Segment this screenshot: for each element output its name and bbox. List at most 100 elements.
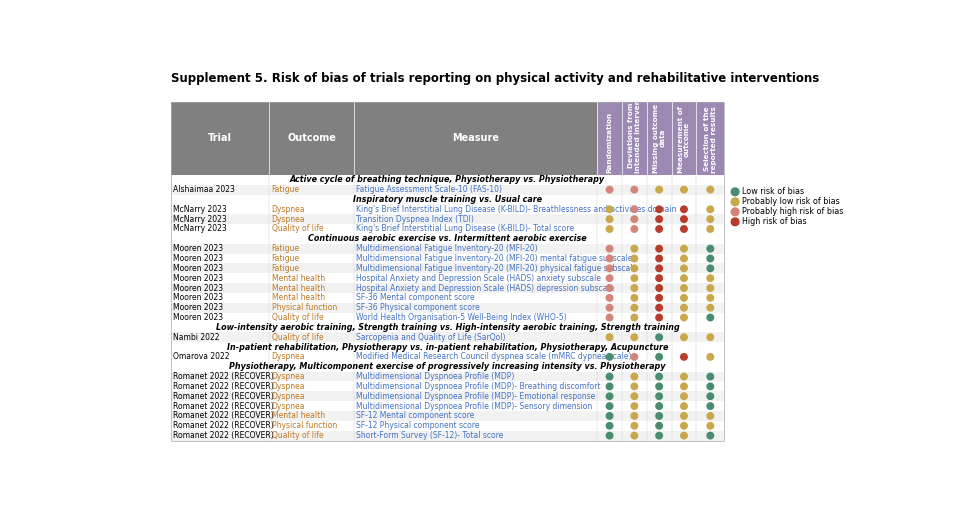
Text: Deviations from the
intended intervention: Deviations from the intended interventio… [628,83,641,173]
Text: Physical function: Physical function [272,303,337,312]
Text: Supplement 5. Risk of bias of trials reporting on physical activity and rehabili: Supplement 5. Risk of bias of trials rep… [171,72,819,85]
Text: Multidimensional Dyspnoea Profile (MDP)- Breathing discomfort: Multidimensional Dyspnoea Profile (MDP)-… [356,382,601,391]
Circle shape [707,393,714,399]
Circle shape [681,255,687,262]
Text: Nambi 2022: Nambi 2022 [173,333,219,342]
Bar [171,352,724,362]
Text: Romanet 2022 (RECOVER): Romanet 2022 (RECOVER) [173,401,274,411]
Circle shape [631,245,638,252]
Circle shape [681,187,687,193]
Circle shape [731,198,739,206]
Text: Fatigue: Fatigue [272,244,300,253]
Text: Omarova 2022: Omarova 2022 [173,353,230,361]
Bar [171,332,724,342]
Bar [171,175,724,185]
Text: Multidimensional Dyspnoea Profile (MDP): Multidimensional Dyspnoea Profile (MDP) [356,372,514,381]
Text: Dyspnea: Dyspnea [272,392,306,401]
Circle shape [656,206,662,213]
Circle shape [631,413,638,419]
Text: Romanet 2022 (RECOVER): Romanet 2022 (RECOVER) [173,431,274,440]
Bar [171,185,724,194]
Circle shape [731,208,739,216]
Text: Mooren 2023: Mooren 2023 [173,244,223,253]
Circle shape [707,285,714,291]
Circle shape [707,295,714,301]
Text: High risk of bias: High risk of bias [742,217,807,226]
Circle shape [631,393,638,399]
Text: SF-12 Mental component score: SF-12 Mental component score [356,411,474,420]
Circle shape [656,187,662,193]
Bar [171,283,724,293]
Circle shape [681,393,687,399]
Text: Active cycle of breathing technique, Physiotherapy vs. Physiotherapy: Active cycle of breathing technique, Phy… [290,175,605,185]
Text: Romanet 2022 (RECOVER): Romanet 2022 (RECOVER) [173,392,274,401]
Text: McNarry 2023: McNarry 2023 [173,225,227,233]
Text: Dyspnea: Dyspnea [272,382,306,391]
Text: Fatigue: Fatigue [272,185,300,194]
Text: Quality of life: Quality of life [272,333,323,342]
Circle shape [707,334,714,340]
Bar [171,313,724,322]
Text: SF-36 Physical component score: SF-36 Physical component score [356,303,480,312]
Text: Modified Medical Research Council dyspnea scale (mMRC dypnea scale): Modified Medical Research Council dyspne… [356,353,631,361]
Text: Fatigue Assessment Scale-10 (FAS-10): Fatigue Assessment Scale-10 (FAS-10) [356,185,502,194]
Circle shape [681,245,687,252]
Bar [171,194,724,205]
Text: Romanet 2022 (RECOVER): Romanet 2022 (RECOVER) [173,382,274,391]
Circle shape [631,187,638,193]
Circle shape [606,206,613,213]
Circle shape [631,403,638,409]
Circle shape [606,393,613,399]
Text: Mental health: Mental health [272,293,325,302]
Text: SF-36 Mental component score: SF-36 Mental component score [356,293,475,302]
Circle shape [681,216,687,223]
Circle shape [656,314,662,321]
Bar [171,205,724,214]
Text: McNarry 2023: McNarry 2023 [173,205,227,214]
Circle shape [606,295,613,301]
Text: Probably low risk of bias: Probably low risk of bias [742,197,840,206]
Circle shape [631,275,638,282]
Text: Fatigue: Fatigue [272,254,300,263]
Circle shape [656,373,662,380]
Bar [171,421,724,431]
Text: Romanet 2022 (RECOVER): Romanet 2022 (RECOVER) [173,372,274,381]
Text: Selection of the
reported results: Selection of the reported results [704,106,717,173]
Text: Randomization: Randomization [606,112,612,173]
Text: Quality of life: Quality of life [272,225,323,233]
Circle shape [656,334,662,340]
Text: King's Brief Interstitial Lung Disease (K-BILD)- Total score: King's Brief Interstitial Lung Disease (… [356,225,574,233]
Circle shape [707,423,714,429]
Text: Short-Form Survey (SF-12)- Total score: Short-Form Survey (SF-12)- Total score [356,431,504,440]
Bar [171,381,724,391]
Circle shape [631,255,638,262]
Bar [597,102,724,175]
Circle shape [681,304,687,311]
Text: Romanet 2022 (RECOVER): Romanet 2022 (RECOVER) [173,421,274,430]
Circle shape [631,334,638,340]
Circle shape [631,216,638,223]
Circle shape [656,423,662,429]
Circle shape [606,373,613,380]
Circle shape [631,314,638,321]
Circle shape [631,285,638,291]
Circle shape [606,265,613,271]
Text: Inspiratory muscle training vs. Usual care: Inspiratory muscle training vs. Usual ca… [353,195,542,204]
Text: Low risk of bias: Low risk of bias [742,187,804,196]
Circle shape [631,206,638,213]
Circle shape [631,354,638,360]
Circle shape [681,373,687,380]
Circle shape [707,206,714,213]
Circle shape [731,188,739,196]
Circle shape [606,354,613,360]
Text: Continuous aerobic exercise vs. Intermittent aerobic exercise: Continuous aerobic exercise vs. Intermit… [308,234,587,243]
Bar [171,342,724,352]
Circle shape [656,403,662,409]
Circle shape [681,403,687,409]
Text: Multidimensional Dyspnoea Profile (MDP)- Sensory dimension: Multidimensional Dyspnoea Profile (MDP)-… [356,401,592,411]
Circle shape [681,226,687,232]
Circle shape [681,314,687,321]
Circle shape [707,265,714,271]
Bar [171,102,597,175]
Circle shape [707,413,714,419]
